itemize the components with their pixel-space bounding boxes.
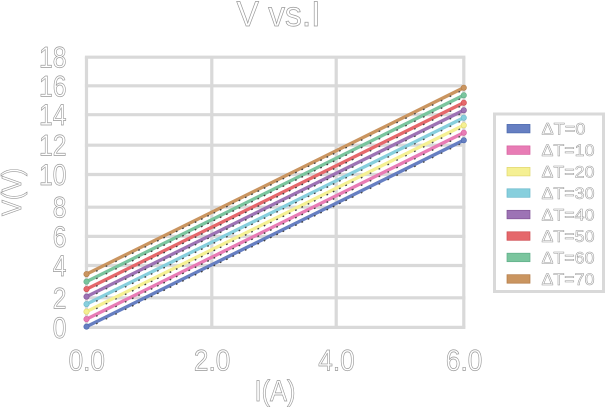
svg-text:0.0: 0.0 [69, 345, 105, 378]
svg-text:ΔT=0: ΔT=0 [542, 121, 586, 139]
svg-text:ΔT=40: ΔT=40 [542, 206, 595, 224]
svg-text:V(V): V(V) [0, 168, 27, 216]
svg-text:ΔT=10: ΔT=10 [542, 142, 595, 160]
svg-text:14: 14 [39, 99, 67, 132]
svg-text:10: 10 [39, 159, 67, 192]
svg-text:2: 2 [53, 282, 67, 315]
svg-text:4: 4 [53, 250, 67, 283]
svg-text:ΔT=50: ΔT=50 [542, 228, 595, 246]
svg-text:6: 6 [53, 221, 67, 254]
svg-text:4.0: 4.0 [318, 345, 354, 378]
svg-text:6.0: 6.0 [446, 345, 482, 378]
svg-text:I(A): I(A) [255, 375, 296, 407]
svg-text:ΔT=20: ΔT=20 [542, 164, 595, 182]
svg-text:0: 0 [53, 312, 67, 345]
svg-text:12: 12 [39, 130, 67, 163]
svg-text:ΔT=60: ΔT=60 [542, 249, 595, 267]
svg-text:18: 18 [39, 42, 67, 75]
svg-text:V vs.I: V vs.I [237, 0, 321, 34]
svg-text:16: 16 [39, 70, 67, 103]
svg-text:2.0: 2.0 [194, 345, 230, 378]
svg-text:8: 8 [53, 192, 67, 225]
svg-text:ΔT=70: ΔT=70 [542, 271, 595, 289]
svg-text:ΔT=30: ΔT=30 [542, 185, 595, 203]
